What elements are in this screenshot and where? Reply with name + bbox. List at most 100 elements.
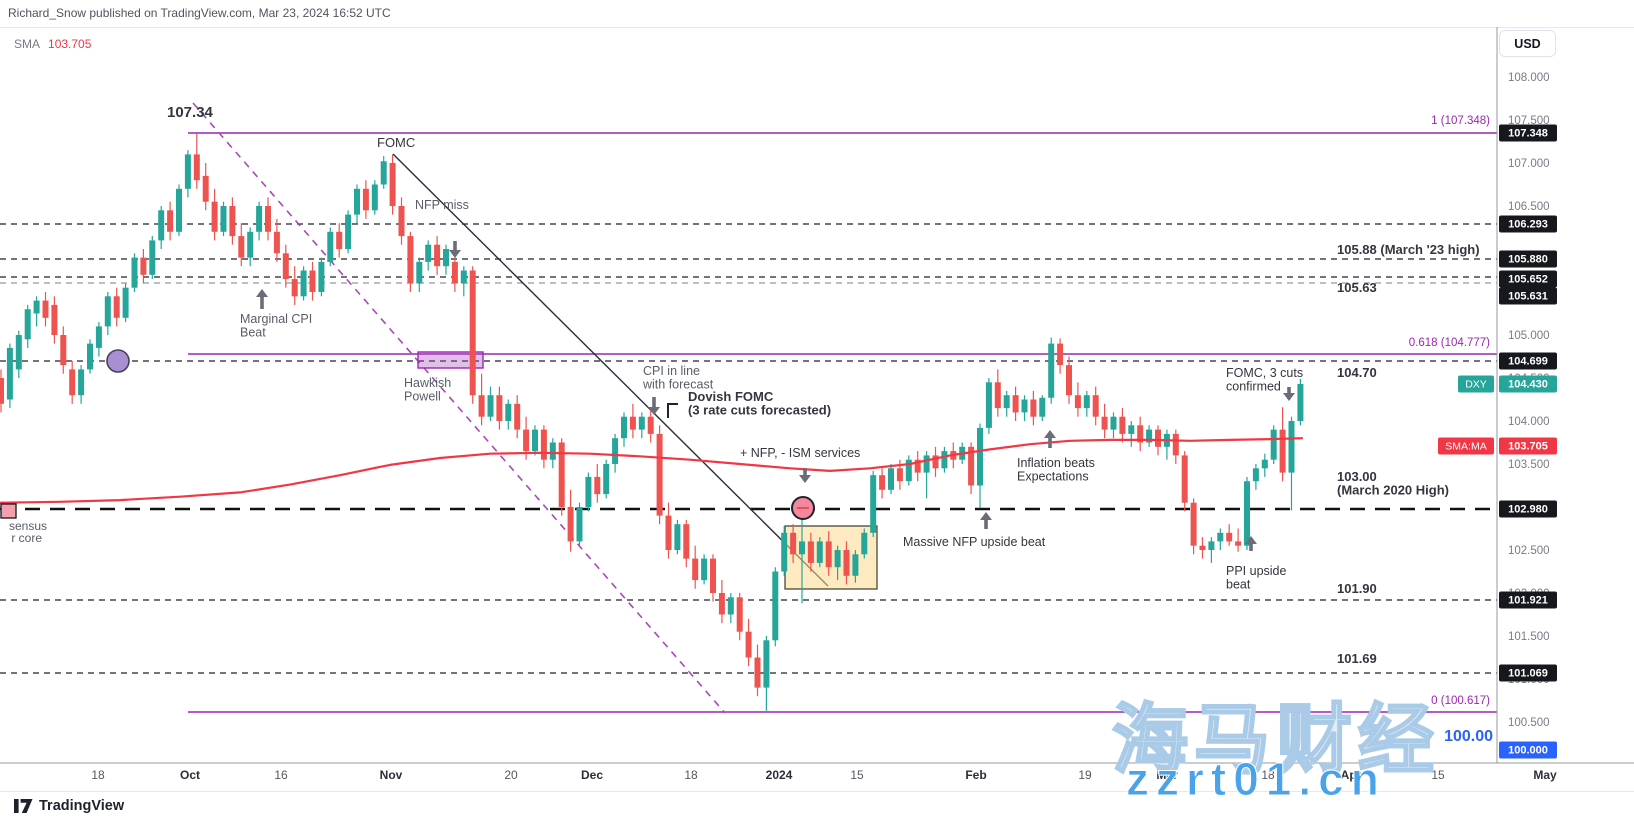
- candle-body: [932, 455, 939, 469]
- annotation-text-line: 105.63: [1337, 280, 1377, 295]
- arrow-nfp-ism-stem: [803, 468, 807, 476]
- candle-body: [371, 184, 378, 211]
- candle-body: [434, 244, 441, 267]
- annotation-text-line: Beat: [240, 326, 266, 340]
- candle-body: [1092, 395, 1099, 417]
- candle-body: [469, 270, 476, 396]
- candle-body: [736, 597, 743, 632]
- candle-body: [718, 593, 725, 615]
- indicator-legend[interactable]: SMA 103.705: [14, 37, 91, 51]
- candle-body: [380, 161, 387, 185]
- tradingview-logo[interactable]: TradingView: [14, 798, 124, 814]
- candle-body: [0, 378, 4, 404]
- candle-body: [870, 475, 877, 533]
- candle-body: [87, 343, 93, 370]
- annotation-text-line: Dovish FOMC: [688, 389, 774, 404]
- price-tag-pill-DXY: [1458, 375, 1494, 393]
- time-tick-18: 18: [91, 768, 105, 782]
- candle-body: [523, 429, 530, 452]
- price-tag-101.069: 101.069: [1499, 664, 1557, 682]
- price-tick-104.000: 104.000: [1508, 416, 1550, 428]
- candle-body: [167, 210, 174, 232]
- arrow-ppi-stem: [1249, 543, 1253, 551]
- annotation-text-line: (3 rate cuts forecasted): [688, 403, 831, 418]
- descending-channel-dashed-line[interactable]: [192, 102, 726, 714]
- arrow-fomc-3cuts: [1283, 387, 1295, 401]
- price-tick-103.500: 103.500: [1508, 459, 1550, 471]
- candle-body: [879, 475, 886, 490]
- candle-body: [416, 261, 423, 284]
- hawkish-powell-highlight-box[interactable]: [417, 351, 484, 369]
- annotation-text-line: 101.69: [1337, 651, 1377, 666]
- candle-body: [211, 201, 218, 232]
- tradingview-logo-text: TradingView: [39, 798, 125, 814]
- price-tag-pill-SMA:MA: [1438, 437, 1494, 455]
- candle-body: [549, 442, 556, 460]
- dovish-fomc-pointer: [667, 403, 678, 418]
- arrow-cpi-in-line-stem: [652, 397, 656, 408]
- purple-circle-marker[interactable]: [106, 349, 130, 373]
- annotation-text-line: FOMC: [377, 135, 415, 150]
- candle-body: [291, 279, 298, 297]
- candle-body: [1021, 399, 1028, 413]
- candle-body: [443, 249, 449, 267]
- time-tick-Oct: Oct: [180, 768, 200, 782]
- candle-body: [1172, 433, 1179, 456]
- candle-body: [336, 231, 343, 249]
- candle-body: [149, 240, 156, 275]
- descending-trendline[interactable]: [392, 153, 829, 587]
- candle-body: [603, 464, 610, 495]
- candle-body: [1110, 416, 1117, 430]
- candle-body: [362, 188, 369, 211]
- price-tag-text: 102.980: [1508, 504, 1548, 516]
- price-tag-105.880: 105.880: [1499, 250, 1557, 268]
- candle-body: [807, 541, 814, 563]
- candle-body: [629, 416, 636, 430]
- time-tick-18: 18: [684, 768, 698, 782]
- candle-body: [514, 403, 521, 430]
- pane-content: [0, 102, 1497, 714]
- candle-body: [1066, 365, 1072, 396]
- candle-body: [710, 558, 716, 593]
- candle-body: [407, 236, 414, 284]
- candle-body: [914, 459, 921, 473]
- candle-body: [656, 433, 663, 516]
- candle-body: [594, 476, 601, 495]
- annotation-fomc-nov: FOMC: [377, 135, 415, 150]
- candle-body: [790, 532, 797, 555]
- candle-body: [683, 524, 690, 559]
- candle-body: [754, 657, 761, 688]
- price-tag-rect: [1499, 437, 1557, 455]
- candle-body: [1101, 416, 1108, 430]
- price-tag-107.348: 107.348: [1499, 124, 1557, 142]
- candle-body: [985, 382, 992, 428]
- candle-body: [327, 231, 334, 262]
- annotation-text-line: Inflation beats: [1017, 456, 1095, 470]
- left-edge-cut-marker: [0, 503, 17, 519]
- price-tag-pill-text: DXY: [1465, 379, 1487, 391]
- sma-line[interactable]: [0, 437, 1304, 504]
- candle-body: [576, 507, 583, 542]
- candle-body: [1181, 455, 1188, 503]
- candle-body: [425, 244, 432, 262]
- candle-body: [1039, 397, 1046, 417]
- candle-body: [745, 631, 752, 658]
- candle-body: [1003, 395, 1010, 409]
- price-tag-106.293: 106.293: [1499, 215, 1557, 233]
- candle-body: [1270, 429, 1277, 460]
- candle-body: [505, 403, 512, 421]
- annotation-dovish-fomc: Dovish FOMC(3 rate cuts forecasted): [688, 389, 831, 418]
- candle-body: [781, 532, 788, 572]
- annotation-level-10470: 104.70: [1337, 365, 1377, 380]
- arrow-cpi-in-line: [648, 397, 660, 415]
- annotation-text-line: Powell: [404, 390, 441, 404]
- candle-body: [968, 446, 975, 486]
- pane-top-border: [0, 27, 1634, 28]
- currency-button[interactable]: USD: [1499, 30, 1556, 57]
- candle-body: [763, 640, 770, 688]
- candle-body: [1083, 395, 1090, 409]
